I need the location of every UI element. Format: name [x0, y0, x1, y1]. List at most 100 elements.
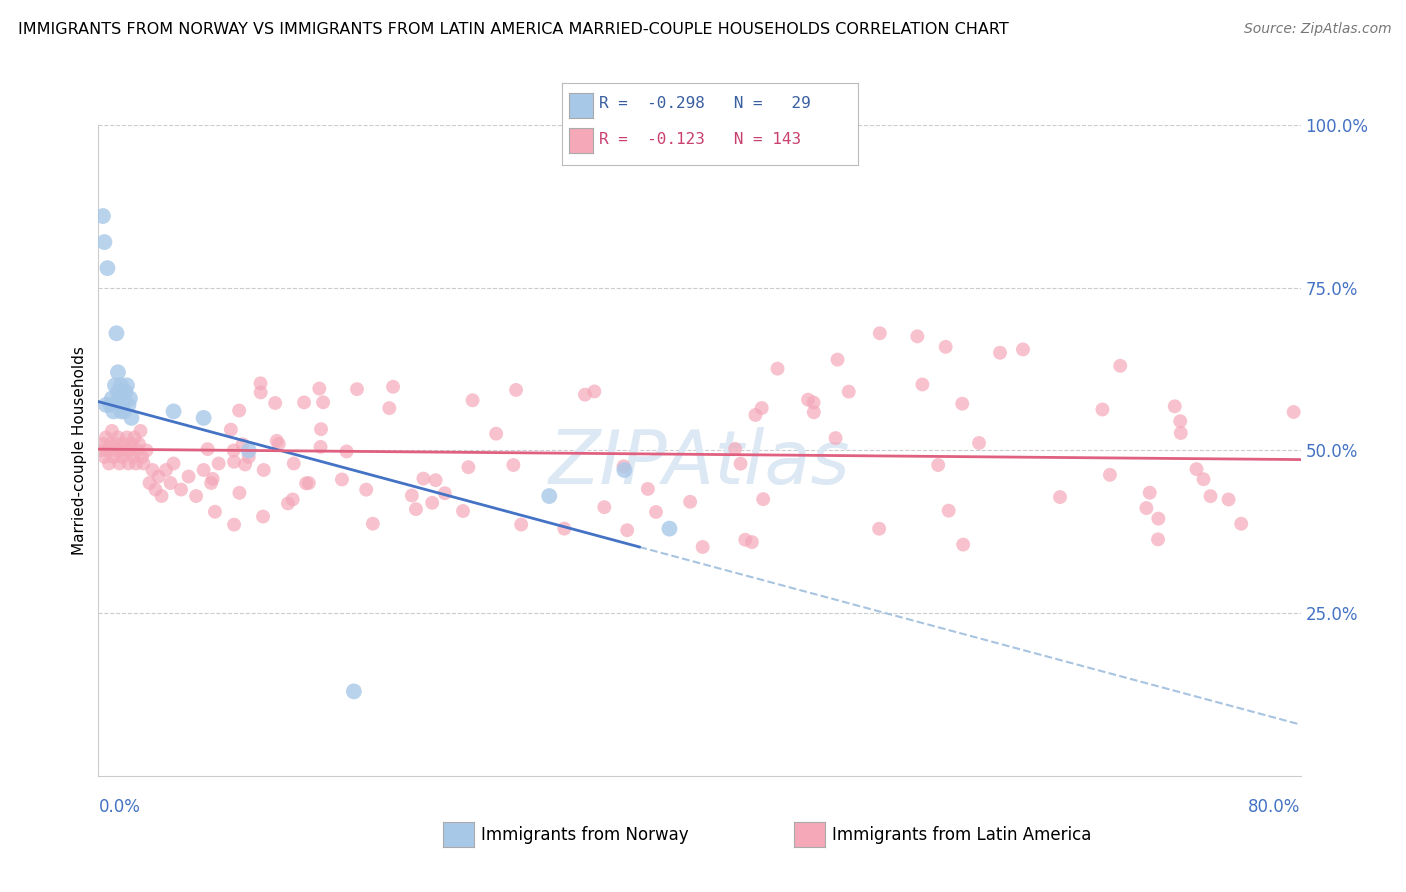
Point [121, 410, 143, 425]
Point [312, 395, 335, 409]
Point [90, 443, 112, 458]
Point [104, 378, 127, 392]
Point [616, 523, 638, 537]
Point [292, 395, 315, 409]
Point [283, 457, 305, 471]
Point [197, 442, 219, 456]
Point [938, 503, 960, 517]
Point [613, 463, 636, 477]
Point [734, 533, 756, 547]
Point [451, 504, 474, 518]
Point [1135, 501, 1157, 516]
Point [219, 423, 242, 437]
Text: Immigrants from Norway: Immigrants from Norway [481, 826, 689, 844]
Point [935, 340, 957, 354]
Point [827, 352, 849, 367]
Point [104, 443, 127, 458]
Point [121, 437, 143, 451]
Point [111, 398, 134, 412]
Point [868, 522, 890, 536]
Point [253, 463, 276, 477]
Point [267, 437, 290, 451]
Point [593, 500, 616, 515]
Point [132, 457, 155, 471]
Point [1049, 490, 1071, 504]
Point [222, 443, 245, 458]
Point [1199, 489, 1222, 503]
Point [461, 393, 484, 408]
Point [330, 473, 353, 487]
Point [1170, 425, 1192, 440]
Point [354, 483, 377, 497]
Point [129, 424, 152, 438]
Point [94, 398, 117, 412]
Text: R =  -0.298   N =   29: R = -0.298 N = 29 [599, 96, 811, 111]
Point [1192, 472, 1215, 486]
Point [91, 209, 114, 223]
Point [101, 424, 124, 438]
Point [107, 365, 129, 379]
Point [107, 430, 129, 444]
Point [252, 509, 274, 524]
Point [309, 440, 332, 454]
Point [177, 469, 200, 483]
Text: Source: ZipAtlas.com: Source: ZipAtlas.com [1244, 22, 1392, 37]
Point [574, 387, 596, 401]
Point [420, 496, 443, 510]
Point [111, 450, 134, 464]
Point [1185, 462, 1208, 476]
Point [201, 472, 224, 486]
Point [103, 404, 125, 418]
Point [103, 450, 125, 464]
Text: R =  -0.123   N = 143: R = -0.123 N = 143 [599, 132, 801, 146]
Point [679, 495, 702, 509]
Point [238, 450, 260, 464]
Point [401, 489, 423, 503]
Point [96, 261, 118, 276]
Point [730, 457, 752, 471]
Point [1282, 405, 1305, 419]
Point [766, 361, 789, 376]
Point [1147, 533, 1170, 547]
Point [115, 430, 138, 444]
Point [425, 473, 447, 487]
Point [645, 505, 668, 519]
Point [266, 434, 288, 448]
Point [952, 538, 974, 552]
Point [264, 396, 287, 410]
Point [692, 540, 714, 554]
Point [101, 392, 124, 406]
Point [905, 329, 928, 343]
Point [744, 408, 766, 422]
Point [128, 437, 150, 451]
Point [162, 404, 184, 418]
Point [249, 376, 271, 391]
Point [107, 384, 129, 399]
Point [108, 457, 131, 471]
Point [114, 443, 136, 458]
Point [967, 436, 990, 450]
Point [797, 392, 820, 407]
Point [281, 492, 304, 507]
Point [125, 457, 148, 471]
Point [193, 410, 215, 425]
Point [433, 486, 456, 500]
Point [1147, 511, 1170, 525]
Point [110, 443, 132, 458]
Point [295, 476, 318, 491]
Point [100, 437, 122, 451]
Point [249, 385, 271, 400]
Point [114, 384, 136, 399]
Point [193, 463, 215, 477]
Point [200, 476, 222, 491]
Point [145, 483, 167, 497]
Point [93, 235, 115, 249]
Point [505, 383, 527, 397]
Point [105, 326, 128, 341]
Point [308, 382, 330, 396]
Point [105, 398, 128, 412]
Point [724, 442, 747, 456]
Point [112, 437, 135, 451]
Point [752, 492, 775, 507]
Point [553, 522, 575, 536]
